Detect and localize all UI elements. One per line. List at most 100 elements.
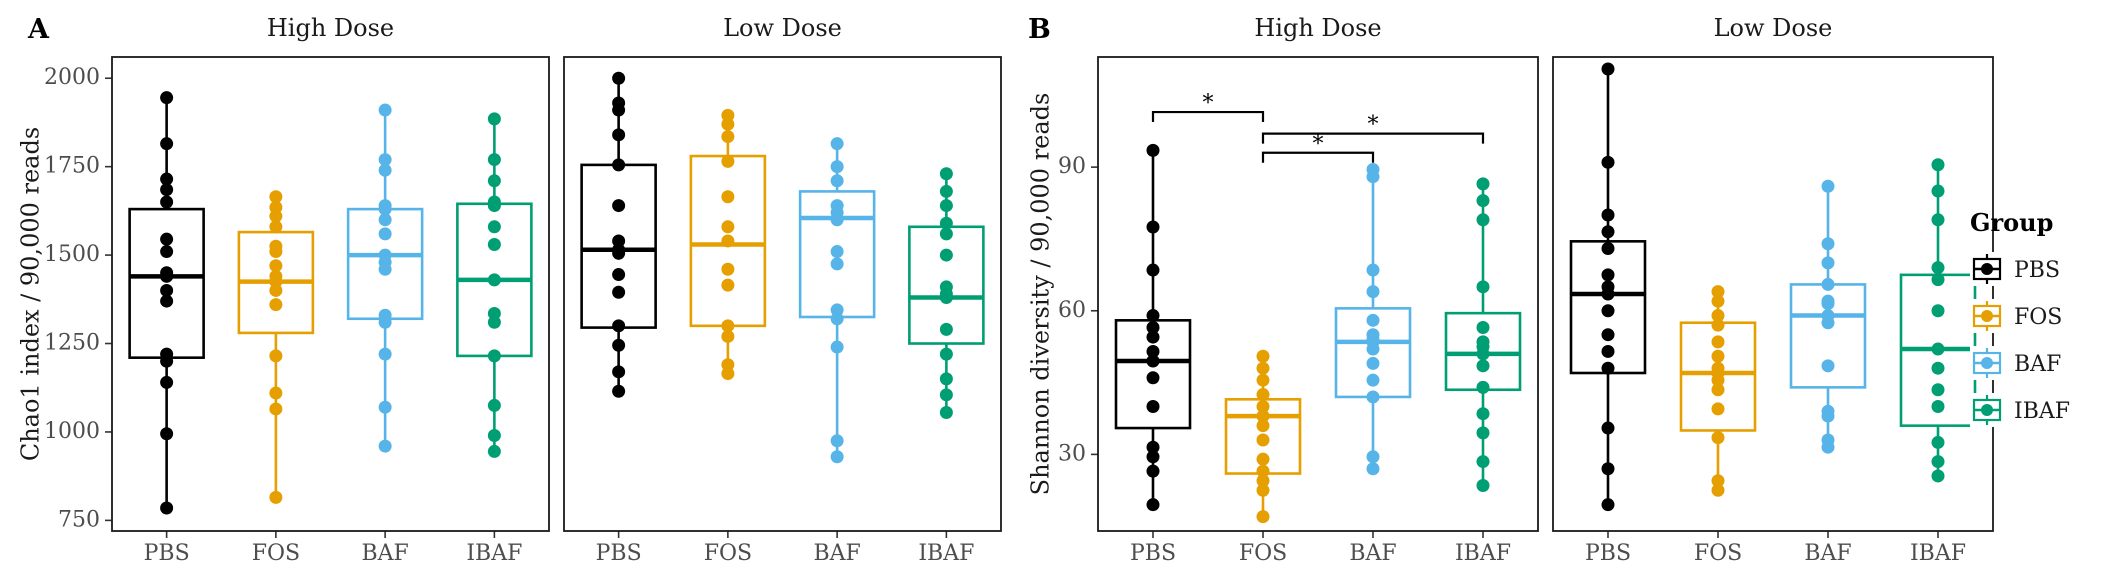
point-b-low-dose-fos-0 bbox=[1711, 483, 1725, 497]
point-b-high-dose-pbs-12 bbox=[1146, 220, 1160, 234]
y-tick-label-a-2: 1250 bbox=[44, 331, 100, 356]
point-a-high-dose-fos-1 bbox=[269, 402, 283, 416]
point-b-low-dose-ibaf-4 bbox=[1931, 383, 1945, 397]
point-a-high-dose-baf-0 bbox=[378, 439, 392, 453]
point-a-low-dose-pbs-1 bbox=[612, 365, 626, 379]
point-a-low-dose-fos-6 bbox=[721, 234, 735, 248]
point-a-high-dose-baf-11 bbox=[378, 199, 392, 213]
point-b-low-dose-baf-8 bbox=[1821, 294, 1835, 308]
point-b-low-dose-ibaf-12 bbox=[1931, 158, 1945, 172]
point-a-high-dose-ibaf-7 bbox=[487, 237, 501, 251]
point-a-high-dose-baf-12 bbox=[378, 163, 392, 177]
point-a-high-dose-pbs-11 bbox=[160, 195, 174, 209]
point-a-low-dose-fos-12 bbox=[721, 108, 735, 122]
point-b-low-dose-baf-6 bbox=[1821, 309, 1835, 323]
point-a-low-dose-pbs-3 bbox=[612, 319, 626, 333]
y-tick-label-a-4: 1750 bbox=[44, 154, 100, 179]
point-b-high-dose-ibaf-4 bbox=[1476, 380, 1490, 394]
point-b-low-dose-fos-9 bbox=[1711, 335, 1725, 349]
point-b-low-dose-fos-11 bbox=[1711, 309, 1725, 323]
point-b-high-dose-baf-3 bbox=[1366, 373, 1380, 387]
point-b-low-dose-fos-2 bbox=[1711, 431, 1725, 445]
point-a-low-dose-fos-10 bbox=[721, 130, 735, 144]
point-b-low-dose-fos-8 bbox=[1711, 349, 1725, 363]
point-b-low-dose-pbs-1 bbox=[1601, 462, 1615, 476]
point-b-low-dose-ibaf-2 bbox=[1931, 435, 1945, 449]
point-b-high-dose-fos-6 bbox=[1256, 419, 1270, 433]
point-a-low-dose-pbs-4 bbox=[612, 285, 626, 299]
point-a-high-dose-ibaf-8 bbox=[487, 220, 501, 234]
point-a-low-dose-ibaf-10 bbox=[939, 216, 953, 230]
box-b-high-dose-fos bbox=[1224, 349, 1302, 524]
point-b-high-dose-pbs-5 bbox=[1146, 371, 1160, 385]
significance-bracket-b-fos-ibaf bbox=[1261, 132, 1485, 144]
point-a-low-dose-ibaf-7 bbox=[939, 280, 953, 294]
point-a-low-dose-pbs-13 bbox=[612, 96, 626, 110]
point-b-low-dose-fos-4 bbox=[1711, 383, 1725, 397]
point-b-high-dose-baf-8 bbox=[1366, 328, 1380, 342]
y-tick-label-a-0: 750 bbox=[58, 507, 100, 532]
point-a-high-dose-baf-13 bbox=[378, 153, 392, 167]
point-a-high-dose-pbs-8 bbox=[160, 266, 174, 280]
point-b-high-dose-fos-7 bbox=[1256, 409, 1270, 423]
point-a-low-dose-baf-4 bbox=[830, 303, 844, 317]
y-axis-title-a: Chao1 index / 90,000 reads bbox=[17, 127, 45, 461]
point-a-high-dose-pbs-0 bbox=[160, 501, 174, 515]
point-a-high-dose-pbs-1 bbox=[160, 427, 174, 441]
box-b-low-dose-fos bbox=[1679, 285, 1757, 497]
box-a-low-dose-fos bbox=[689, 108, 767, 381]
point-a-high-dose-pbs-5 bbox=[160, 294, 174, 308]
point-a-high-dose-ibaf-3 bbox=[487, 349, 501, 363]
x-tick-label-b-high-dose-ibaf: IBAF bbox=[1455, 541, 1511, 566]
facet-frame-a-low-dose bbox=[563, 56, 1002, 532]
point-b-high-dose-ibaf-10 bbox=[1476, 280, 1490, 294]
point-a-high-dose-ibaf-1 bbox=[487, 428, 501, 442]
point-b-low-dose-ibaf-3 bbox=[1931, 400, 1945, 414]
point-a-low-dose-fos-8 bbox=[721, 190, 735, 204]
point-a-high-dose-ibaf-13 bbox=[487, 112, 501, 126]
point-a-high-dose-fos-4 bbox=[269, 298, 283, 312]
box-a-high-dose-ibaf bbox=[456, 112, 533, 458]
box-b-high-dose-baf bbox=[1334, 163, 1412, 476]
point-a-high-dose-ibaf-5 bbox=[487, 306, 501, 320]
x-tick-label-b-low-dose-pbs: PBS bbox=[1585, 541, 1631, 566]
point-a-low-dose-fos-5 bbox=[721, 262, 735, 276]
point-a-low-dose-ibaf-4 bbox=[939, 322, 953, 336]
legend: Group PBS FOS BAF IBAF bbox=[1970, 208, 2070, 427]
point-b-low-dose-fos-3 bbox=[1711, 402, 1725, 416]
point-a-high-dose-baf-14 bbox=[378, 103, 392, 117]
point-a-high-dose-fos-14 bbox=[269, 190, 283, 204]
x-tick-label-a-low-dose-baf: BAF bbox=[813, 541, 860, 566]
point-b-low-dose-pbs-6 bbox=[1601, 304, 1615, 318]
point-b-low-dose-pbs-14 bbox=[1601, 62, 1615, 76]
point-b-high-dose-ibaf-3 bbox=[1476, 407, 1490, 421]
point-a-high-dose-baf-8 bbox=[378, 227, 392, 241]
point-a-high-dose-ibaf-0 bbox=[487, 444, 501, 458]
point-b-high-dose-ibaf-1 bbox=[1476, 455, 1490, 469]
point-b-low-dose-baf-3 bbox=[1821, 404, 1835, 418]
point-a-low-dose-ibaf-1 bbox=[939, 388, 953, 402]
point-a-high-dose-pbs-10 bbox=[160, 232, 174, 246]
point-b-high-dose-fos-9 bbox=[1256, 388, 1270, 402]
point-b-high-dose-fos-12 bbox=[1256, 349, 1270, 363]
legend-point-ibaf bbox=[1981, 404, 1993, 416]
facet-frame-b-high-dose bbox=[1097, 56, 1539, 532]
x-tick-label-a-high-dose-pbs: PBS bbox=[144, 541, 190, 566]
point-b-low-dose-pbs-9 bbox=[1601, 268, 1615, 282]
point-b-high-dose-pbs-4 bbox=[1146, 400, 1160, 414]
x-tick-label-a-high-dose-fos: FOS bbox=[252, 541, 300, 566]
point-b-high-dose-ibaf-9 bbox=[1476, 321, 1490, 335]
point-b-high-dose-fos-3 bbox=[1256, 464, 1270, 478]
point-b-high-dose-pbs-2 bbox=[1146, 450, 1160, 464]
x-tick-label-b-high-dose-fos: FOS bbox=[1239, 541, 1287, 566]
significance-bracket-b-pbs-fos bbox=[1151, 110, 1265, 123]
box-a-high-dose-baf bbox=[346, 103, 424, 453]
point-b-high-dose-fos-11 bbox=[1256, 361, 1270, 375]
point-b-high-dose-ibaf-8 bbox=[1476, 335, 1490, 349]
point-b-low-dose-ibaf-5 bbox=[1931, 361, 1945, 375]
box-a-low-dose-baf bbox=[798, 137, 876, 464]
point-a-high-dose-fos-2 bbox=[269, 386, 283, 400]
point-a-low-dose-ibaf-12 bbox=[939, 184, 953, 198]
point-a-high-dose-baf-7 bbox=[378, 248, 392, 262]
